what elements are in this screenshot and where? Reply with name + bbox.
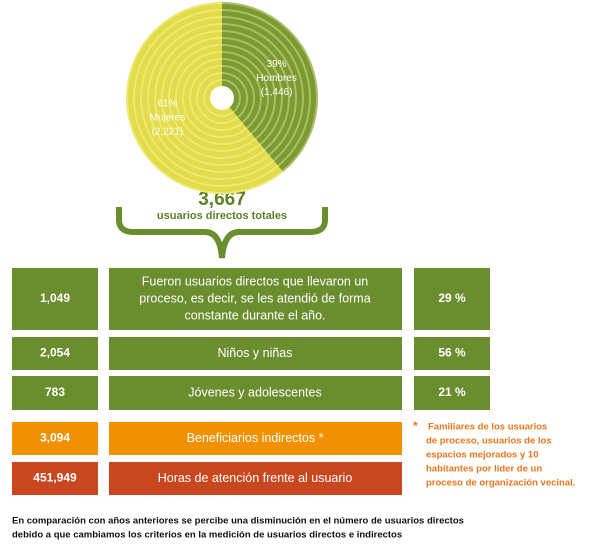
- slice-label: Hombres: [256, 73, 297, 84]
- brace: [116, 207, 328, 259]
- description-box: [109, 462, 402, 495]
- description-box: [109, 337, 402, 370]
- slice-label: Mujeres: [150, 112, 186, 123]
- total-value: 3,667: [198, 189, 246, 210]
- share: 56 %: [438, 346, 466, 360]
- description: proceso, es decir, se les atendió de for…: [139, 291, 370, 305]
- footnote-line: espacios mejorados y 10: [426, 450, 538, 461]
- footnote-line: de proceso, usuarios de los: [426, 436, 552, 447]
- count: 783: [45, 385, 65, 399]
- count: 3,094: [40, 431, 70, 445]
- footnote-marker: *: [413, 419, 418, 433]
- footnote-line: Familiares de los usuarios: [428, 422, 547, 433]
- description: Beneficiarios indirectos *: [187, 431, 324, 445]
- footnote-line: proceso de organización vecinal.: [426, 478, 575, 489]
- ring: [175, 51, 269, 145]
- ring: [203, 79, 241, 117]
- note-line: debido a que cambiamos los criterios en …: [12, 530, 402, 541]
- ring: [189, 65, 255, 131]
- description-box: [109, 422, 402, 455]
- ring: [168, 44, 276, 152]
- description-box: [109, 376, 402, 410]
- ring: [140, 16, 304, 180]
- ring: [147, 23, 297, 173]
- footnote-line: habitantes por líder de un: [426, 464, 542, 475]
- description: Fueron usuarios directos que llevaron un: [142, 274, 369, 288]
- description-box: [109, 268, 402, 330]
- ring: [133, 9, 311, 187]
- slice-percent: 61%: [157, 98, 177, 109]
- count-box: [12, 376, 98, 410]
- ring: [196, 72, 248, 124]
- count: 1,049: [40, 291, 70, 305]
- slice-percent: 39%: [267, 59, 287, 70]
- count-box: [12, 462, 98, 495]
- description: constante durante el año.: [184, 308, 325, 322]
- pie-slice: [126, 2, 284, 195]
- count: 451,949: [33, 471, 77, 485]
- ring: [161, 37, 283, 159]
- share-box: [414, 337, 490, 370]
- share-box: [414, 268, 490, 330]
- description: Horas de atención frente al usuario: [158, 471, 353, 485]
- pie-hole: [210, 86, 234, 110]
- pie-slice: [222, 2, 318, 172]
- total-label: usuarios directos totales: [157, 210, 287, 222]
- slice-count: (2,221): [152, 126, 184, 137]
- description: Jóvenes y adolescentes: [188, 385, 321, 399]
- count-box: [12, 337, 98, 370]
- share: 21 %: [438, 385, 466, 399]
- ring: [154, 30, 290, 166]
- ring: [126, 2, 318, 194]
- count-box: [12, 268, 98, 330]
- share: 29 %: [438, 291, 466, 305]
- count-box: [12, 422, 98, 455]
- slice-count: (1,446): [261, 87, 293, 98]
- share-box: [414, 376, 490, 410]
- ring: [182, 58, 262, 138]
- count: 2,054: [40, 346, 70, 360]
- description: Niños y niñas: [217, 346, 292, 360]
- note-line: En comparación con años anteriores se pe…: [12, 516, 464, 527]
